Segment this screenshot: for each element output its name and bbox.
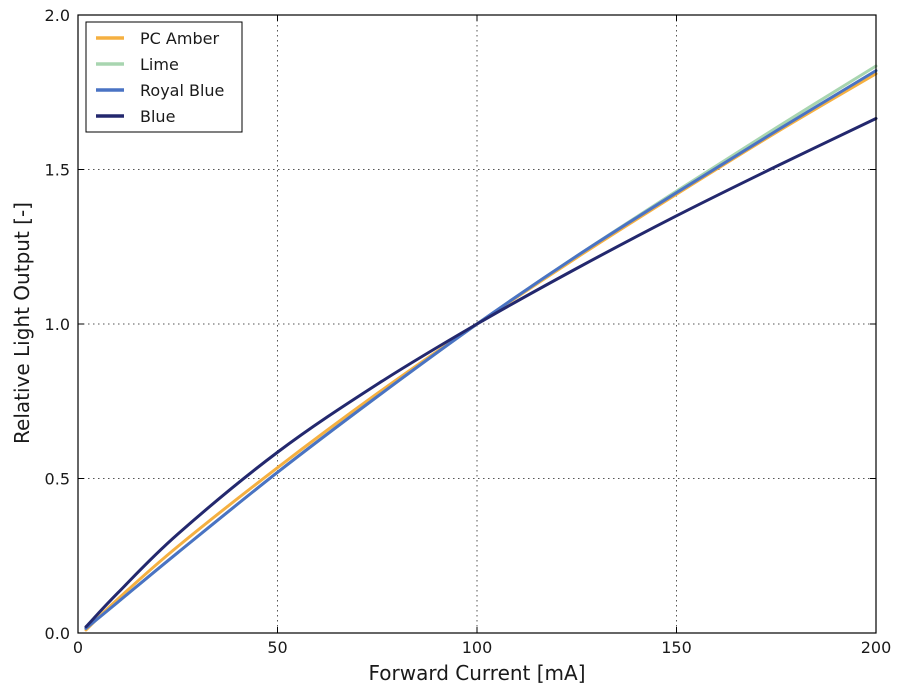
x-axis-ticks: 0 50 100 150 200 (73, 15, 891, 657)
series-line-pc-amber (84, 72, 878, 632)
x-tick-label: 150 (661, 638, 692, 657)
y-tick-label: 0.0 (45, 624, 70, 643)
x-tick-label: 200 (861, 638, 892, 657)
x-tick-label: 0 (73, 638, 83, 657)
y-tick-label: 1.0 (45, 315, 70, 334)
series-lines (84, 64, 878, 632)
grid-lines (78, 15, 876, 633)
y-tick-label: 1.5 (45, 161, 70, 180)
legend: PC Amber Lime Royal Blue Blue (85, 21, 243, 133)
legend-label: Royal Blue (140, 81, 224, 100)
y-tick-label: 0.5 (45, 470, 70, 489)
legend-label: Blue (140, 107, 175, 126)
x-tick-label: 50 (267, 638, 287, 657)
x-axis-label: Forward Current [mA] (368, 661, 585, 685)
y-axis-label: Relative Light Output [-] (10, 202, 34, 444)
legend-label: Lime (140, 55, 179, 74)
series-line-royal-blue (84, 69, 878, 630)
series-line-lime (84, 64, 878, 630)
series-line-blue (84, 117, 878, 629)
x-tick-label: 100 (462, 638, 493, 657)
legend-box (85, 21, 243, 133)
y-tick-label: 2.0 (45, 6, 70, 25)
legend-label: PC Amber (140, 29, 219, 48)
y-axis-ticks: 0.0 0.5 1.0 1.5 2.0 (45, 6, 876, 643)
